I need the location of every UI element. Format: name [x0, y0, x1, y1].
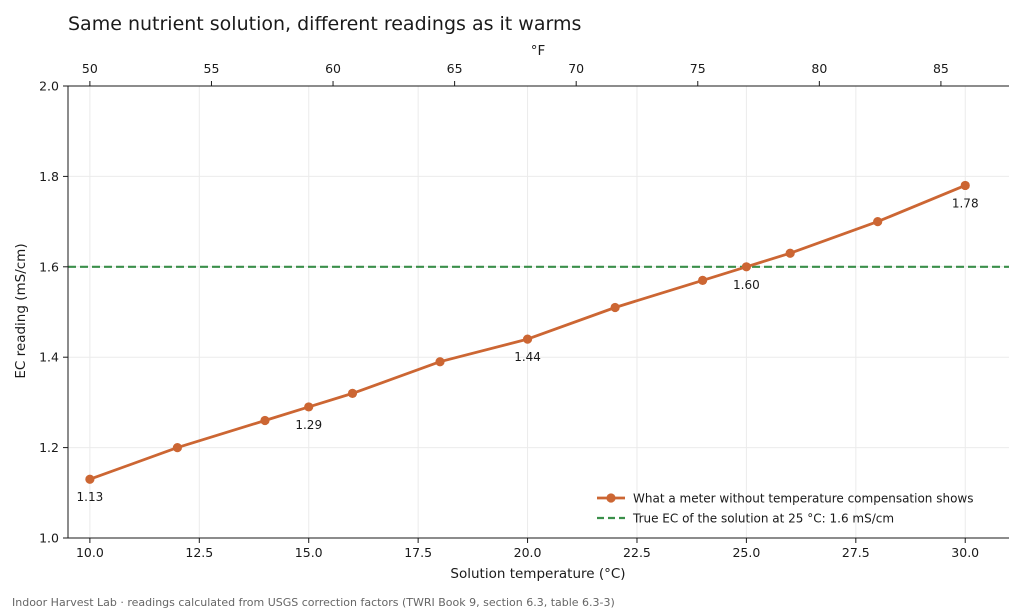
series-group — [85, 180, 970, 484]
y-tick-label: 2.0 — [39, 79, 59, 94]
data-point — [960, 180, 970, 191]
data-label: 1.44 — [514, 350, 541, 364]
x-tick-label: 10.0 — [76, 545, 104, 560]
data-point — [698, 275, 708, 285]
x-tick-label: 12.5 — [185, 545, 213, 560]
x2-tick-label: 70 — [568, 61, 584, 76]
data-point — [873, 217, 883, 227]
data-label: 1.60 — [733, 278, 760, 292]
data-point — [172, 443, 183, 453]
data-labels: 1.13 1.29 1.44 1.60 1.78 — [77, 196, 979, 504]
source-note: Indoor Harvest Lab · readings calculated… — [12, 596, 615, 609]
data-point — [522, 334, 533, 344]
x2-tick-label: 65 — [447, 61, 463, 76]
x-tick-label: 22.5 — [623, 545, 651, 560]
grid — [68, 85, 1009, 539]
data-point — [85, 474, 95, 484]
y-axis-label: EC reading (mS/cm) — [13, 243, 29, 378]
data-label: 1.29 — [295, 418, 322, 432]
x-axis-label: Solution temperature (°C) — [450, 566, 625, 582]
legend-reference-label: True EC of the solution at 25 °C: 1.6 mS… — [632, 512, 894, 526]
x-tick-label: 20.0 — [514, 545, 542, 560]
x-tick-label: 30.0 — [951, 545, 979, 560]
x2-axis-label: °F — [531, 43, 546, 59]
axes — [67, 85, 1009, 539]
x2-tick-label: 55 — [204, 61, 220, 76]
data-point — [785, 248, 795, 258]
x2-tick-label: 50 — [82, 61, 98, 76]
data-point — [347, 388, 358, 398]
y-tick-label: 1.2 — [39, 440, 59, 455]
chart: Same nutrient solution, different readin… — [13, 13, 1009, 582]
x2-tick-label: 60 — [325, 61, 341, 76]
data-point — [435, 357, 445, 367]
y-tick-label: 1.0 — [39, 531, 59, 546]
data-point — [260, 415, 270, 426]
data-label: 1.78 — [952, 196, 979, 210]
x-tick-label: 15.0 — [295, 545, 323, 560]
data-point — [741, 262, 751, 272]
x2-tick-label: 80 — [811, 61, 827, 76]
x2-tick-label: 85 — [933, 61, 949, 76]
x-tick-label: 25.0 — [732, 545, 760, 560]
data-point — [304, 402, 314, 412]
legend: What a meter without temperature compens… — [597, 492, 974, 526]
data-point — [610, 302, 620, 313]
data-label: 1.13 — [77, 490, 104, 504]
ticks: 10.0 12.5 15.0 17.5 20.0 22.5 25.0 27.5 30.0 1.0 1… — [39, 61, 979, 560]
legend-series-label: What a meter without temperature compens… — [633, 492, 974, 506]
x2-tick-label: 75 — [690, 61, 706, 76]
y-tick-label: 1.4 — [39, 350, 59, 365]
chart-title: Same nutrient solution, different readin… — [68, 13, 581, 35]
x-tick-label: 27.5 — [842, 545, 870, 560]
y-tick-label: 1.8 — [39, 169, 59, 184]
legend-series-marker — [606, 493, 616, 503]
x-tick-label: 17.5 — [404, 545, 432, 560]
y-tick-label: 1.6 — [39, 259, 59, 274]
